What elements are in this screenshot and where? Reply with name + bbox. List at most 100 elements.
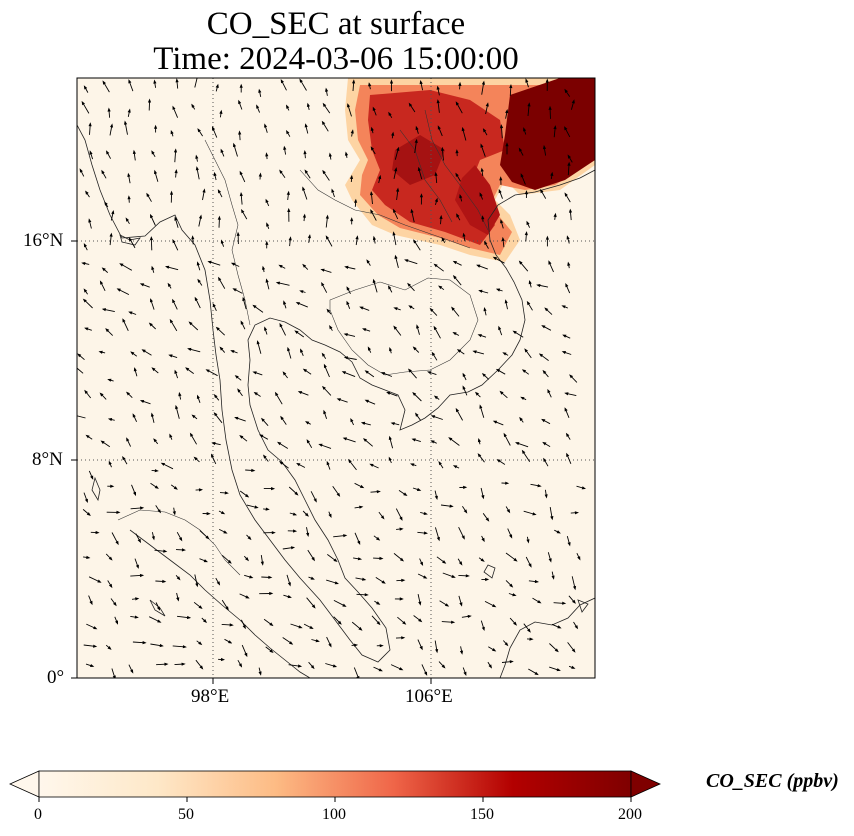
wind-arrow-head: [202, 188, 206, 193]
wind-arrow-head: [137, 538, 141, 544]
wind-arrow-head: [172, 298, 176, 304]
wind-arrow-head: [81, 100, 85, 106]
wind-arrow-head: [574, 511, 579, 515]
wind-arrow-head: [325, 87, 329, 92]
wind-arrow-head: [359, 306, 364, 310]
wind-arrow-head: [372, 278, 376, 284]
colorbar-extend-max: [630, 770, 661, 798]
wind-arrow-head: [106, 150, 110, 155]
wind-arrow-head: [275, 281, 281, 285]
wind-arrow-head: [458, 81, 462, 86]
wind-arrow-head: [496, 459, 501, 463]
wind-arrow-head: [119, 263, 124, 267]
wind-arrow-head: [449, 504, 454, 508]
wind-arrow-head: [241, 209, 245, 214]
wind-arrow-head: [416, 324, 420, 329]
wind-arrow-head: [577, 556, 581, 561]
wind-arrow-head: [401, 578, 406, 582]
wind-arrow-head: [297, 664, 303, 668]
wind-arrow-head: [215, 326, 220, 331]
wind-arrow-head: [213, 171, 217, 177]
wind-arrow-head: [392, 231, 396, 236]
wind-arrow-head: [553, 212, 557, 218]
wind-arrow-head: [100, 440, 105, 445]
wind-arrow-head: [561, 305, 566, 309]
wind-arrow-head: [93, 626, 98, 630]
wind-arrow-head: [521, 369, 527, 373]
wind-arrow-head: [245, 595, 250, 599]
wind-arrow-head: [480, 167, 484, 172]
wind-arrow-head: [127, 172, 131, 177]
wind-arrow-head: [154, 469, 159, 473]
wind-arrow-head: [311, 604, 316, 609]
wind-arrow-head: [220, 239, 224, 244]
wind-arrow-head: [521, 449, 526, 454]
wind-arrow-head: [343, 333, 348, 337]
wind-arrow-head: [518, 260, 523, 265]
wind-arrow-head: [191, 414, 196, 419]
wind-arrow-head: [452, 332, 457, 336]
wind-arrow-head: [379, 556, 384, 560]
wind-arrow-head: [479, 404, 483, 409]
wind-arrow-head: [225, 606, 229, 611]
wind-arrow-head: [84, 389, 88, 394]
wind-arrow-head: [139, 283, 145, 287]
wind-arrow-head: [399, 527, 404, 531]
wind-arrow-head: [452, 275, 457, 280]
wind-arrow-head: [574, 625, 579, 630]
wind-arrow-head: [564, 407, 568, 412]
wind-arrow-head: [344, 151, 349, 156]
wind-arrow-head: [571, 99, 575, 104]
wind-arrow-head: [481, 80, 485, 85]
wind-arrow-head: [142, 641, 147, 645]
wind-arrow-head: [455, 149, 459, 154]
wind-arrow-head: [368, 82, 372, 87]
wind-arrow-head: [499, 124, 504, 129]
wind-arrow-head: [435, 649, 439, 654]
wind-arrow-head: [367, 346, 371, 351]
wind-arrow-head: [83, 288, 88, 293]
lon-label-106e: 106°E: [405, 686, 453, 707]
wind-arrow-head: [431, 351, 436, 356]
wind-arrow-head: [220, 148, 224, 153]
wind-arrow-head: [157, 619, 162, 623]
wind-arrow-head: [84, 327, 89, 331]
wind-arrow-head: [427, 371, 432, 375]
wind-arrow-head: [414, 138, 418, 143]
wind-arrow-head: [99, 280, 104, 285]
wind-arrow-head: [149, 236, 153, 241]
wind-arrow-head: [175, 404, 179, 410]
colorbar-tick-50: 50: [178, 806, 194, 823]
wind-arrow-head: [203, 619, 207, 623]
wind-arrow-head: [151, 536, 155, 541]
wind-arrow-head: [369, 463, 374, 467]
wind-arrow-head: [110, 123, 114, 128]
wind-arrow-head: [85, 190, 89, 195]
wind-arrow-head: [548, 558, 552, 563]
wind-arrow-head: [116, 510, 121, 514]
wind-arrow-head: [532, 512, 537, 516]
wind-arrow-head: [93, 644, 98, 648]
wind-arrow-head: [259, 434, 264, 438]
wind-arrow-head: [419, 193, 423, 198]
wind-arrow-head: [176, 597, 180, 602]
wind-arrow-head: [325, 214, 329, 219]
wind-arrow-head: [299, 78, 303, 83]
wind-arrow-head: [370, 146, 375, 151]
wind-arrow-head: [263, 454, 267, 459]
wind-arrow-head: [541, 418, 546, 423]
wind-arrow-head: [173, 148, 178, 153]
wind-arrow-head: [110, 484, 115, 488]
wind-arrow-head: [545, 235, 549, 240]
wind-arrow-head: [266, 222, 270, 227]
wind-arrow-head: [566, 452, 570, 457]
wind-arrow-head: [424, 671, 428, 676]
wind-arrow-head: [482, 128, 487, 133]
wind-arrow-head: [438, 285, 443, 290]
wind-arrow-head: [561, 351, 566, 355]
wind-arrow-head: [562, 601, 567, 605]
wind-arrow-head: [444, 603, 450, 607]
wind-arrow-head: [536, 284, 541, 288]
wind-arrow-head: [451, 574, 456, 578]
